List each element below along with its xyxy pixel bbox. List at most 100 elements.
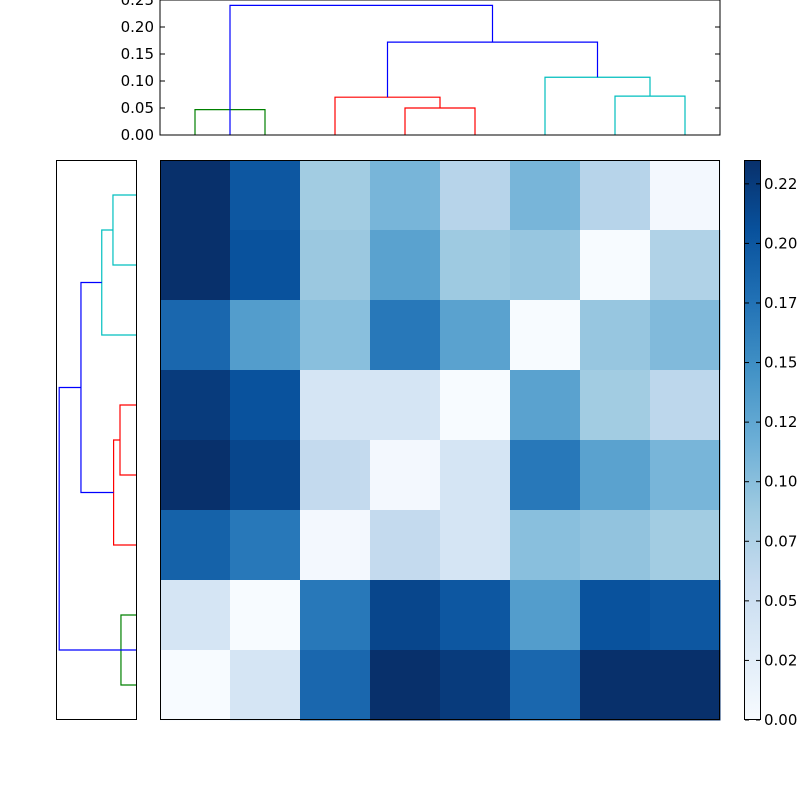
heatmap-cell [580, 370, 651, 441]
heatmap-cell [440, 300, 511, 371]
heatmap-cell [230, 580, 301, 651]
heatmap-cell [650, 300, 721, 371]
left-dendrogram-link [101, 229, 136, 336]
heatmap-cell [650, 370, 721, 441]
colorbar-tick-label: 0.02 [764, 651, 797, 669]
left-dendrogram-link [112, 194, 136, 266]
top-dendrogram-link [404, 107, 476, 135]
left-dendrogram-link [113, 439, 136, 546]
heatmap-cell [370, 510, 441, 581]
top-dendrogram-tick-label: 0.25 [121, 0, 154, 9]
colorbar-tick-label: 0.17 [764, 294, 797, 312]
heatmap-cell [370, 370, 441, 441]
heatmap-cell [370, 160, 441, 231]
top-dendrogram: 0.00 0.05 0.10 0.15 0.20 0.25 [121, 0, 720, 144]
heatmap-cell [440, 230, 511, 301]
heatmap-cell [300, 300, 371, 371]
heatmap-cell [580, 580, 651, 651]
heatmap-cell [230, 370, 301, 441]
colorbar-tick-label: 0.07 [764, 532, 797, 550]
colorbar: 0.00 0.02 0.05 0.07 0.10 0.12 0.15 0.17 0.20 0.22 [744, 160, 797, 729]
top-dendrogram-tick-label: 0.10 [121, 72, 154, 90]
heatmap-cell [650, 230, 721, 301]
colorbar-gradient [745, 160, 760, 720]
heatmap-cell [440, 160, 511, 231]
heatmap-cell [440, 650, 511, 721]
heatmap-cell [230, 230, 301, 301]
heatmap-cell [230, 160, 301, 231]
heatmap-cell [300, 230, 371, 301]
heatmap-cell [580, 160, 651, 231]
heatmap-cell [510, 580, 581, 651]
heatmap-cell [230, 510, 301, 581]
heatmap-cell [510, 440, 581, 511]
left-dendrogram-link [119, 404, 136, 476]
left-dendrogram-frame [56, 160, 137, 720]
heatmap-cell [300, 370, 371, 441]
heatmap-cell [370, 650, 441, 721]
heatmap-cell [650, 510, 721, 581]
colorbar-tick-label: 0.00 [764, 711, 797, 729]
heatmap-cell [160, 510, 231, 581]
heatmap-cell [510, 370, 581, 441]
heatmap-cell [650, 440, 721, 511]
top-dendrogram-link [334, 96, 441, 135]
heatmap-cell [230, 300, 301, 371]
colorbar-tick-label: 0.10 [764, 473, 797, 491]
heatmap-cell [160, 650, 231, 721]
heatmap-cell [510, 300, 581, 371]
heatmap-cell [510, 230, 581, 301]
heatmap-cell [300, 440, 371, 511]
heatmap-cell [300, 510, 371, 581]
heatmap [160, 160, 721, 721]
heatmap-cell [650, 160, 721, 231]
left-dendrogram [58, 194, 136, 686]
heatmap-cell [510, 650, 581, 721]
heatmap-cell [440, 440, 511, 511]
colorbar-tick-label: 0.15 [764, 354, 797, 372]
heatmap-cell [230, 440, 301, 511]
heatmap-cell [160, 160, 231, 231]
heatmap-cell [160, 370, 231, 441]
top-dendrogram-tick-label: 0.00 [121, 126, 154, 144]
heatmap-cell [160, 580, 231, 651]
heatmap-cell [580, 440, 651, 511]
heatmap-cell [370, 580, 441, 651]
colorbar-tick-label: 0.05 [764, 592, 797, 610]
heatmap-cell [230, 650, 301, 721]
colorbar-frame [744, 160, 761, 720]
heatmap-cell [300, 650, 371, 721]
top-dendrogram-link [229, 4, 494, 135]
heatmap-cell [650, 580, 721, 651]
heatmap-cell [300, 160, 371, 231]
left-dendrogram-link [80, 281, 114, 494]
heatmap-cell [300, 580, 371, 651]
heatmap-cell [440, 510, 511, 581]
top-dendrogram-tick-label: 0.20 [121, 18, 154, 36]
heatmap-cell [580, 230, 651, 301]
top-dendrogram-link [386, 41, 599, 98]
heatmap-cell [370, 300, 441, 371]
heatmap-cell [370, 230, 441, 301]
top-dendrogram-tick-label: 0.05 [121, 99, 154, 117]
top-dendrogram-frame [159, 0, 721, 136]
heatmap-cell [160, 230, 231, 301]
top-dendrogram-link [614, 95, 686, 135]
left-dendrogram-link [58, 386, 136, 651]
heatmap-cell [370, 440, 441, 511]
top-dendrogram-tick-label: 0.15 [121, 45, 154, 63]
heatmap-cell [440, 370, 511, 441]
heatmap-cell [650, 650, 721, 721]
colorbar-tick-label: 0.22 [764, 175, 797, 193]
heatmap-cell [510, 510, 581, 581]
top-dendrogram-link [544, 76, 651, 135]
colorbar-tick-label: 0.12 [764, 413, 797, 431]
heatmap-cell [160, 440, 231, 511]
heatmap-cell [580, 650, 651, 721]
heatmap-cell [160, 300, 231, 371]
heatmap-cell [440, 580, 511, 651]
heatmap-cell [580, 300, 651, 371]
heatmap-cell [580, 510, 651, 581]
heatmap-cell [510, 160, 581, 231]
